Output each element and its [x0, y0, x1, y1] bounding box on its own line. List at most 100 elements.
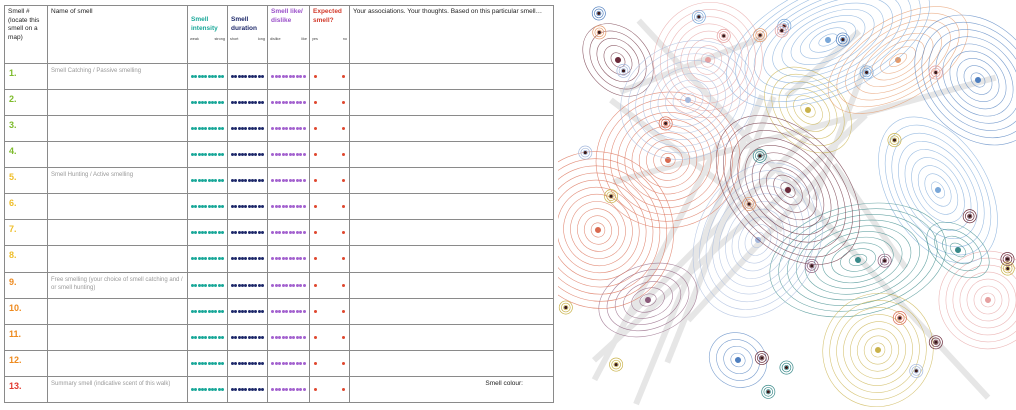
scale-dot[interactable] [214, 387, 218, 391]
scale-dot[interactable] [302, 179, 306, 183]
scale-dot[interactable] [210, 153, 214, 157]
scale-dot[interactable] [285, 179, 289, 183]
scale-dot[interactable] [250, 335, 254, 339]
scale-dot[interactable] [217, 179, 221, 183]
scale-dot[interactable] [250, 75, 254, 79]
scale-dot[interactable] [191, 309, 194, 313]
scale-dot[interactable] [278, 179, 282, 183]
scale-dot[interactable] [197, 231, 201, 235]
scale-dot[interactable] [194, 335, 198, 339]
scale-dot[interactable] [244, 127, 248, 131]
scale-dot[interactable] [271, 361, 274, 365]
expected-scale[interactable] [309, 297, 350, 325]
scale-dot[interactable] [299, 283, 303, 287]
scale-dot[interactable] [234, 153, 238, 157]
scale-dot[interactable] [214, 309, 218, 313]
scale-dot[interactable] [292, 153, 296, 157]
scale-dot[interactable] [237, 179, 241, 183]
scale-dot[interactable] [240, 257, 244, 261]
scale-dot[interactable] [292, 179, 296, 183]
scale-dot[interactable] [207, 361, 211, 365]
scale-dot[interactable] [274, 283, 278, 287]
scale-dot[interactable] [231, 361, 234, 365]
scale-dot[interactable] [274, 309, 278, 313]
scale-dot[interactable] [210, 257, 214, 261]
scale-dot[interactable] [200, 231, 204, 235]
scale-dot[interactable] [257, 231, 261, 235]
scale-dot[interactable] [197, 309, 201, 313]
scale-dot[interactable] [244, 205, 248, 209]
scale-dot[interactable] [295, 283, 299, 287]
scale-dot[interactable] [281, 335, 285, 339]
scale-dot[interactable] [342, 231, 345, 235]
scale-dot[interactable] [247, 231, 251, 235]
scale-dot[interactable] [204, 335, 208, 339]
scale-dot[interactable] [260, 257, 264, 261]
scale-dot[interactable] [247, 309, 251, 313]
scale-dot[interactable] [314, 335, 317, 339]
intensity-scale[interactable] [187, 219, 228, 247]
duration-scale[interactable] [227, 141, 268, 169]
scale-dot[interactable] [214, 283, 218, 287]
scale-dot[interactable] [302, 153, 306, 157]
scale-dot[interactable] [281, 153, 285, 157]
scale-dot[interactable] [237, 205, 241, 209]
scale-dot[interactable] [299, 361, 303, 365]
scale-dot[interactable] [271, 205, 274, 209]
scale-dot[interactable] [240, 127, 244, 131]
scale-dot[interactable] [210, 309, 214, 313]
scale-dot[interactable] [254, 309, 258, 313]
scale-dot[interactable] [299, 153, 303, 157]
thoughts-field[interactable] [349, 219, 554, 247]
scale-dot[interactable] [271, 75, 274, 79]
scale-dot[interactable] [231, 127, 234, 131]
scale-dot[interactable] [254, 257, 258, 261]
scale-dot[interactable] [197, 387, 201, 391]
scale-dot[interactable] [288, 361, 292, 365]
like-dislike-scale[interactable] [267, 271, 310, 299]
scale-dot[interactable] [220, 101, 224, 105]
scale-dot[interactable] [314, 153, 317, 157]
scale-dot[interactable] [314, 127, 317, 131]
scale-dot[interactable] [207, 335, 211, 339]
scale-dot[interactable] [285, 101, 289, 105]
scale-dot[interactable] [254, 75, 258, 79]
scale-dot[interactable] [207, 127, 211, 131]
scale-dot[interactable] [285, 361, 289, 365]
smell-name-field[interactable]: Free smelling (your choice of smell catc… [47, 271, 188, 299]
scale-dot[interactable] [204, 361, 208, 365]
scale-dot[interactable] [295, 231, 299, 235]
scale-dot[interactable] [278, 335, 282, 339]
thoughts-field[interactable] [349, 271, 554, 299]
scale-dot[interactable] [220, 283, 224, 287]
duration-scale[interactable] [227, 375, 268, 404]
scale-dot[interactable] [342, 257, 345, 261]
scale-dot[interactable] [237, 309, 241, 313]
thoughts-field[interactable]: Smell colour: [349, 375, 554, 404]
scale-dot[interactable] [274, 361, 278, 365]
scale-dot[interactable] [260, 75, 264, 79]
scale-dot[interactable] [234, 335, 238, 339]
scale-dot[interactable] [207, 101, 211, 105]
scale-dot[interactable] [214, 127, 218, 131]
scale-dot[interactable] [237, 101, 241, 105]
scale-dot[interactable] [220, 387, 224, 391]
scale-dot[interactable] [274, 153, 278, 157]
scale-dot[interactable] [274, 257, 278, 261]
scale-dot[interactable] [281, 257, 285, 261]
expected-scale[interactable] [309, 375, 350, 404]
intensity-scale[interactable] [187, 271, 228, 299]
scale-dot[interactable] [217, 153, 221, 157]
scale-dot[interactable] [250, 101, 254, 105]
scale-dot[interactable] [240, 361, 244, 365]
scale-dot[interactable] [281, 309, 285, 313]
scale-dot[interactable] [217, 205, 221, 209]
scale-dot[interactable] [257, 309, 261, 313]
scale-dot[interactable] [231, 387, 234, 391]
scale-dot[interactable] [260, 127, 264, 131]
scale-dot[interactable] [288, 257, 292, 261]
scale-dot[interactable] [237, 387, 241, 391]
scale-dot[interactable] [214, 75, 218, 79]
scale-dot[interactable] [302, 127, 306, 131]
intensity-scale[interactable] [187, 167, 228, 195]
